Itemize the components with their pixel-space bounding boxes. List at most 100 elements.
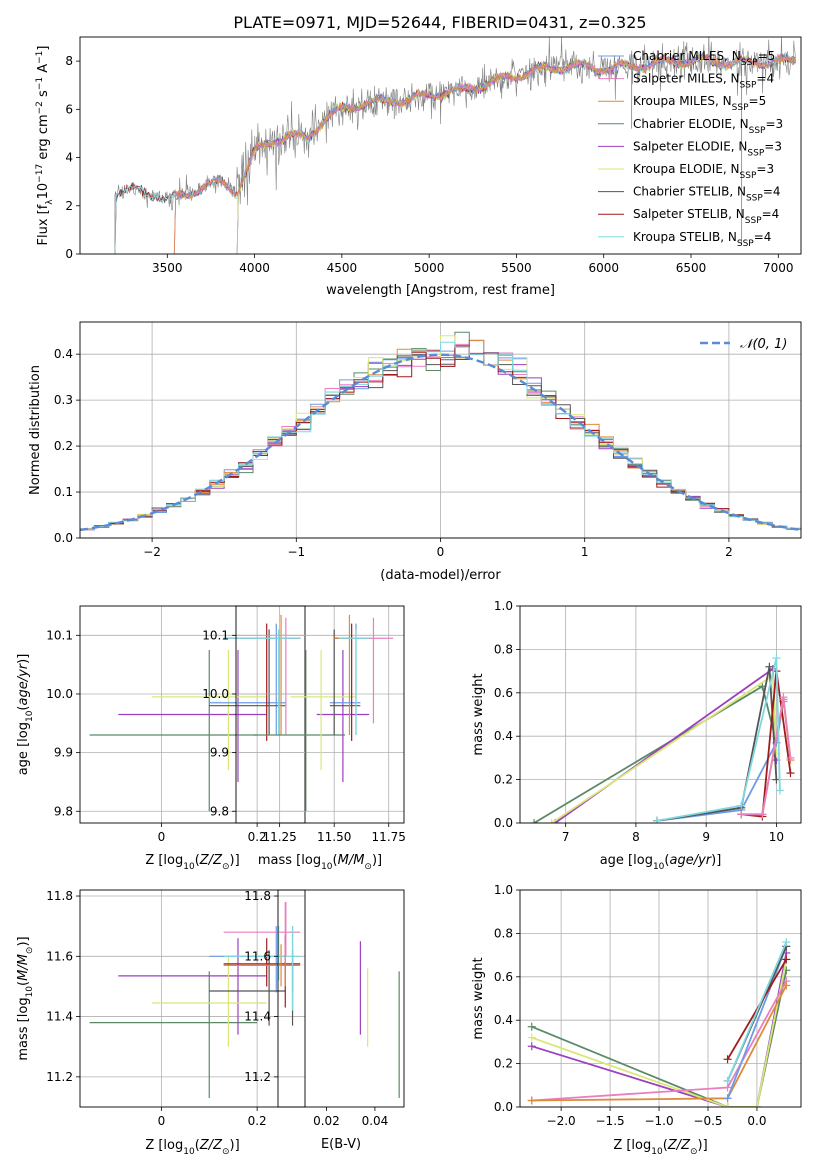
panel-mass_vs_ebv: 0.02 0.04 11.2 11.4 11.6 11.8 E(B-V) [244,889,405,1152]
x-tick-label: 0 [158,830,166,844]
plot-area [89,902,301,1098]
plot-area [530,654,795,823]
model-kroupa_miles [173,54,797,254]
x-axis-label: Z [log10(Z/Z⊙)] [145,1138,239,1157]
y-axis-label: Flux [fλ10−17 erg cm−2 s−1 A−1] [35,46,55,246]
y-tick-label: 11.8 [46,889,73,903]
legend-label: Chabrier ELODIE, NSSP=3 [633,117,783,136]
panel-spectrum: 3500 4000 4500 5000 5500 6000 6500 7000 0 2 4 6 8 wav… [35,36,802,298]
y-tick-label: 9.9 [54,746,73,760]
x-axis-label: age [log10(age/yr)] [600,853,722,872]
x-tick-label: −2 [143,545,161,559]
y-tick-label: 0.0 [494,1100,513,1114]
x-tick-label: 3500 [152,261,183,275]
y-tick-label: 9.9 [210,746,229,760]
x-tick-label: 11.25 [262,830,296,844]
y-tick-label: 9.8 [54,804,73,818]
weight-line-kroupa_elodie [531,959,788,1107]
legend-label: Kroupa MILES, NSSP=5 [633,94,766,113]
y-tick-label: 0.0 [54,531,73,545]
legend-label: Salpeter ELODIE, NSSP=3 [633,139,782,158]
plot-area [284,902,400,1098]
x-tick-label: 0.2 [248,830,267,844]
y-tick-label: 0.6 [494,970,513,984]
plot-area [527,938,791,1107]
legend-label: Kroupa STELIB, NSSP=4 [633,230,771,249]
y-tick-label: 11.4 [244,1010,271,1024]
y-tick-label: 0.2 [54,439,73,453]
y-tick-label: 11.4 [46,1010,73,1024]
legend-label: Kroupa ELODIE, NSSP=3 [633,162,774,181]
y-tick-label: 2 [65,199,73,213]
legend-label: Salpeter MILES, NSSP=4 [633,72,774,91]
x-tick-label: 0.0 [747,1114,766,1128]
y-axis-label: Normed distribution [28,365,43,495]
y-tick-label: 0.3 [54,393,73,407]
y-tick-label: 10.0 [46,687,73,701]
y-tick-label: 11.2 [46,1070,73,1084]
legend-label: Chabrier STELIB, NSSP=4 [633,185,781,204]
axes-frame [79,889,306,1108]
y-tick-label: 1.0 [494,883,513,897]
x-tick-label: −0.5 [693,1114,722,1128]
x-axis-label: (data-model)/error [380,568,501,583]
x-tick-label: 0.02 [313,1114,340,1128]
weight-line-kroupa_stelib [656,657,781,822]
axes-frame [519,605,802,824]
x-tick-label: 6500 [676,261,707,275]
weight-line-salpeter_miles [741,696,792,816]
weight-line-chabrier_elodie [531,970,788,1107]
y-tick-label: 0.4 [54,347,73,361]
normal-curve [80,353,801,532]
y-tick-label: 0 [65,247,73,261]
x-tick-label: 6000 [588,261,619,275]
y-tick-label: 0.8 [494,642,513,656]
x-tick-label: 11.75 [372,830,406,844]
x-tick-label: 0 [158,1114,166,1128]
y-tick-label: 11.2 [244,1070,271,1084]
weight-line-chabrier_stelib [656,666,778,822]
x-tick-label: 11.50 [317,830,351,844]
x-tick-label: 9 [702,830,710,844]
weight-line-salpeter_stelib [741,670,792,818]
plot-area [80,331,801,532]
x-tick-label: 1 [581,545,589,559]
panel-weight_vs_age: 7 8 9 10 0.0 0.2 0.4 0.6 0.8 1.0 mass weight age [l… [471,599,802,872]
y-tick-label: 8 [65,54,73,68]
x-axis-label: Z [log10(Z/Z⊙)] [145,853,239,872]
x-tick-label: 4000 [239,261,270,275]
y-tick-label: 9.8 [210,804,229,818]
axes-frame [277,889,405,1108]
x-tick-label: 0.2 [248,1114,267,1128]
y-tick-label: 10.1 [46,628,73,642]
y-tick-label: 0.1 [54,485,73,499]
x-tick-label: −1.0 [644,1114,673,1128]
x-tick-label: 10 [769,830,784,844]
panel-mass_vs_Z: 0 0.2 11.2 11.4 11.6 11.8 Z [log10(Z/Z⊙)] mass … [16,889,306,1157]
axes-frame [235,605,405,824]
panel-weight_vs_Z: −2.0 −1.5 −1.0 −0.5 0.0 0.0 0.2 0.4 0.6 0.8 1.0 mas… [471,883,802,1157]
x-axis-label: Z [log10(Z/Z⊙)] [613,1138,707,1157]
panel-age_vs_mass: 11.25 11.50 11.75 9.8 9.9 10.0 10.1 mass [log10… [202,605,406,872]
x-tick-label: −1 [287,545,305,559]
weight-line-kroupa_stelib [726,941,788,1082]
axes-frame [79,321,802,539]
hist-kroupa_stelib [80,341,801,530]
x-tick-label: 7000 [763,261,794,275]
y-tick-label: 10.1 [202,628,229,642]
y-tick-label: 0.6 [494,686,513,700]
x-tick-label: 5000 [414,261,445,275]
axes-frame [79,36,802,255]
y-tick-label: 0.4 [494,1013,513,1027]
y-axis-label: mass weight [471,673,486,755]
y-tick-label: 11.8 [244,889,271,903]
legend-label: Salpeter STELIB, NSSP=4 [633,207,779,226]
legend-label: 𝒩(0, 1) [740,337,787,352]
x-tick-label: 4500 [327,261,358,275]
y-tick-label: 6 [65,102,73,116]
y-axis-label: mass weight [471,957,486,1039]
y-tick-label: 10.0 [202,687,229,701]
y-axis-label: mass [log10(M/M⊙)] [16,936,35,1060]
y-tick-label: 11.6 [46,949,73,963]
